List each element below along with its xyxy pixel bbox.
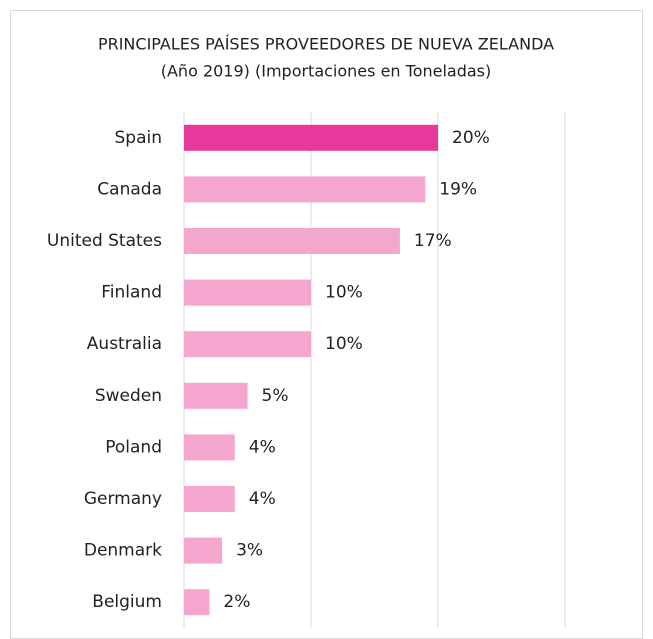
data-label: 3% (236, 541, 263, 561)
y-tick-label: Germany (84, 489, 162, 509)
y-tick-label: Poland (105, 437, 162, 457)
bar (184, 434, 235, 461)
chart-subtitle: (Año 2019) (Importaciones en Toneladas) (161, 62, 492, 81)
bar (184, 486, 235, 512)
bar (184, 589, 210, 616)
bar (184, 228, 400, 254)
bar (184, 382, 248, 409)
chart-border (10, 10, 643, 639)
y-tick-label: Spain (115, 128, 163, 148)
data-label: 19% (439, 179, 477, 199)
data-label: 10% (325, 334, 363, 354)
bar (184, 537, 223, 564)
data-label: 2% (223, 592, 250, 612)
y-tick-label: Canada (97, 179, 162, 199)
data-label: 4% (249, 489, 276, 509)
y-tick-label: United States (47, 231, 162, 251)
y-tick-label: Australia (87, 334, 162, 354)
y-tick-label: Denmark (84, 541, 162, 561)
bar (184, 331, 311, 358)
bar (184, 124, 438, 151)
bar (184, 279, 311, 306)
y-tick-label: Finland (101, 283, 162, 303)
data-label: 4% (249, 437, 276, 457)
data-label: 20% (452, 128, 490, 148)
chart-title: PRINCIPALES PAÍSES PROVEEDORES DE NUEVA … (98, 35, 554, 54)
data-label: 5% (262, 386, 289, 406)
data-label: 10% (325, 283, 363, 303)
bar (184, 176, 426, 203)
y-tick-label: Belgium (92, 592, 162, 612)
y-tick-label: Sweden (95, 386, 162, 406)
data-label: 17% (414, 231, 452, 251)
